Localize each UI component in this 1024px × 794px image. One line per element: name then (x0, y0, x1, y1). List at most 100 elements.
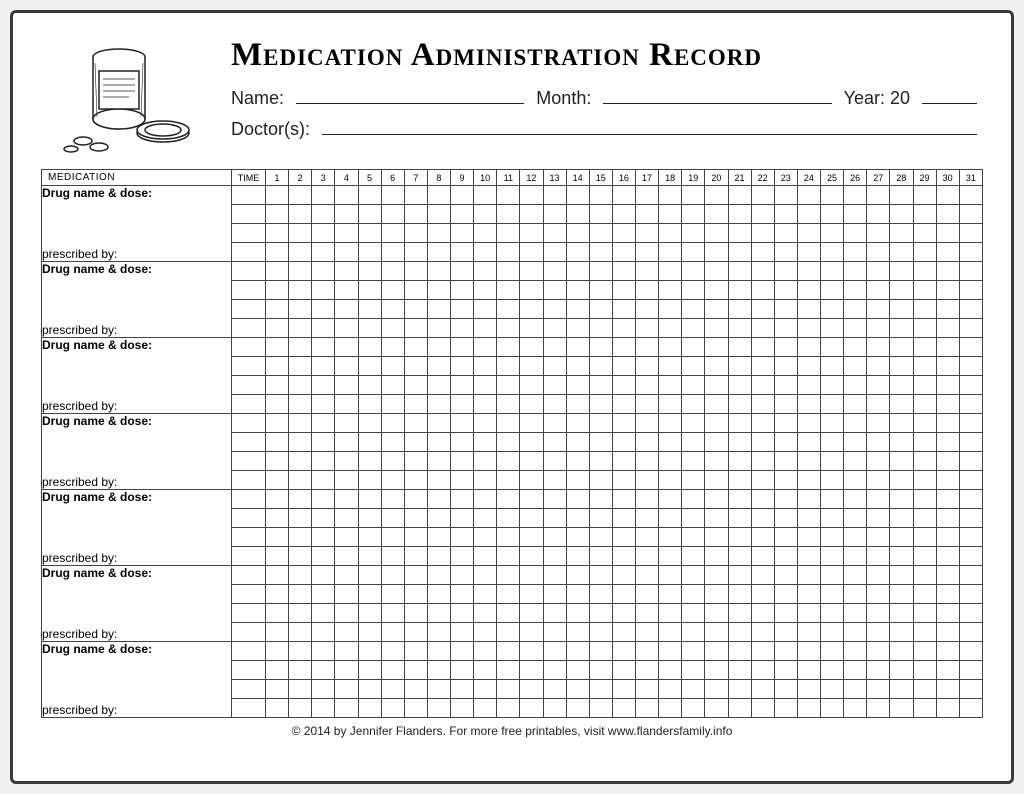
day-cell[interactable] (890, 186, 913, 205)
day-cell[interactable] (797, 319, 820, 338)
day-cell[interactable] (936, 319, 959, 338)
day-cell[interactable] (381, 661, 404, 680)
day-cell[interactable] (890, 300, 913, 319)
time-cell[interactable] (232, 490, 266, 509)
day-cell[interactable] (936, 395, 959, 414)
day-cell[interactable] (936, 262, 959, 281)
time-cell[interactable] (232, 357, 266, 376)
day-cell[interactable] (844, 680, 867, 699)
day-cell[interactable] (589, 547, 612, 566)
day-cell[interactable] (682, 623, 705, 642)
day-cell[interactable] (266, 319, 289, 338)
drug-name-cell[interactable] (42, 452, 232, 471)
day-cell[interactable] (774, 680, 797, 699)
day-cell[interactable] (890, 699, 913, 718)
time-cell[interactable] (232, 300, 266, 319)
prescribed-by-cell[interactable]: prescribed by: (42, 395, 232, 414)
day-cell[interactable] (358, 623, 381, 642)
day-cell[interactable] (612, 528, 635, 547)
day-cell[interactable] (636, 490, 659, 509)
drug-name-cell[interactable] (42, 661, 232, 680)
day-cell[interactable] (312, 623, 335, 642)
day-cell[interactable] (451, 262, 474, 281)
day-cell[interactable] (659, 642, 682, 661)
day-cell[interactable] (335, 699, 358, 718)
day-cell[interactable] (289, 566, 312, 585)
day-cell[interactable] (612, 243, 635, 262)
day-cell[interactable] (358, 300, 381, 319)
day-cell[interactable] (335, 186, 358, 205)
day-cell[interactable] (451, 490, 474, 509)
day-cell[interactable] (844, 547, 867, 566)
day-cell[interactable] (289, 680, 312, 699)
day-cell[interactable] (659, 433, 682, 452)
day-cell[interactable] (844, 300, 867, 319)
time-cell[interactable] (232, 281, 266, 300)
day-cell[interactable] (427, 699, 450, 718)
day-cell[interactable] (358, 509, 381, 528)
day-cell[interactable] (821, 243, 844, 262)
day-cell[interactable] (404, 243, 427, 262)
day-cell[interactable] (705, 528, 728, 547)
day-cell[interactable] (543, 604, 566, 623)
day-cell[interactable] (335, 243, 358, 262)
day-cell[interactable] (867, 585, 890, 604)
day-cell[interactable] (497, 699, 520, 718)
day-cell[interactable] (427, 471, 450, 490)
day-cell[interactable] (520, 509, 543, 528)
day-cell[interactable] (913, 680, 936, 699)
day-cell[interactable] (335, 547, 358, 566)
day-cell[interactable] (543, 243, 566, 262)
day-cell[interactable] (636, 281, 659, 300)
day-cell[interactable] (774, 300, 797, 319)
day-cell[interactable] (774, 699, 797, 718)
day-cell[interactable] (358, 338, 381, 357)
day-cell[interactable] (682, 224, 705, 243)
day-cell[interactable] (335, 452, 358, 471)
day-cell[interactable] (913, 566, 936, 585)
day-cell[interactable] (612, 300, 635, 319)
day-cell[interactable] (959, 452, 982, 471)
day-cell[interactable] (312, 490, 335, 509)
day-cell[interactable] (497, 585, 520, 604)
day-cell[interactable] (936, 243, 959, 262)
day-cell[interactable] (728, 243, 751, 262)
day-cell[interactable] (659, 604, 682, 623)
drug-name-cell[interactable] (42, 680, 232, 699)
day-cell[interactable] (774, 395, 797, 414)
day-cell[interactable] (728, 281, 751, 300)
day-cell[interactable] (936, 490, 959, 509)
day-cell[interactable] (289, 547, 312, 566)
day-cell[interactable] (636, 699, 659, 718)
day-cell[interactable] (728, 205, 751, 224)
day-cell[interactable] (728, 585, 751, 604)
day-cell[interactable] (959, 262, 982, 281)
day-cell[interactable] (543, 262, 566, 281)
day-cell[interactable] (890, 433, 913, 452)
day-cell[interactable] (890, 642, 913, 661)
day-cell[interactable] (636, 585, 659, 604)
day-cell[interactable] (913, 224, 936, 243)
day-cell[interactable] (728, 680, 751, 699)
day-cell[interactable] (751, 376, 774, 395)
day-cell[interactable] (867, 509, 890, 528)
day-cell[interactable] (728, 623, 751, 642)
day-cell[interactable] (589, 528, 612, 547)
day-cell[interactable] (566, 623, 589, 642)
time-cell[interactable] (232, 604, 266, 623)
day-cell[interactable] (612, 395, 635, 414)
day-cell[interactable] (774, 604, 797, 623)
day-cell[interactable] (566, 566, 589, 585)
day-cell[interactable] (427, 680, 450, 699)
day-cell[interactable] (913, 243, 936, 262)
day-cell[interactable] (612, 262, 635, 281)
day-cell[interactable] (844, 490, 867, 509)
day-cell[interactable] (959, 528, 982, 547)
day-cell[interactable] (844, 262, 867, 281)
prescribed-by-cell[interactable]: prescribed by: (42, 547, 232, 566)
day-cell[interactable] (682, 642, 705, 661)
day-cell[interactable] (358, 243, 381, 262)
day-cell[interactable] (497, 300, 520, 319)
day-cell[interactable] (659, 509, 682, 528)
day-cell[interactable] (659, 471, 682, 490)
